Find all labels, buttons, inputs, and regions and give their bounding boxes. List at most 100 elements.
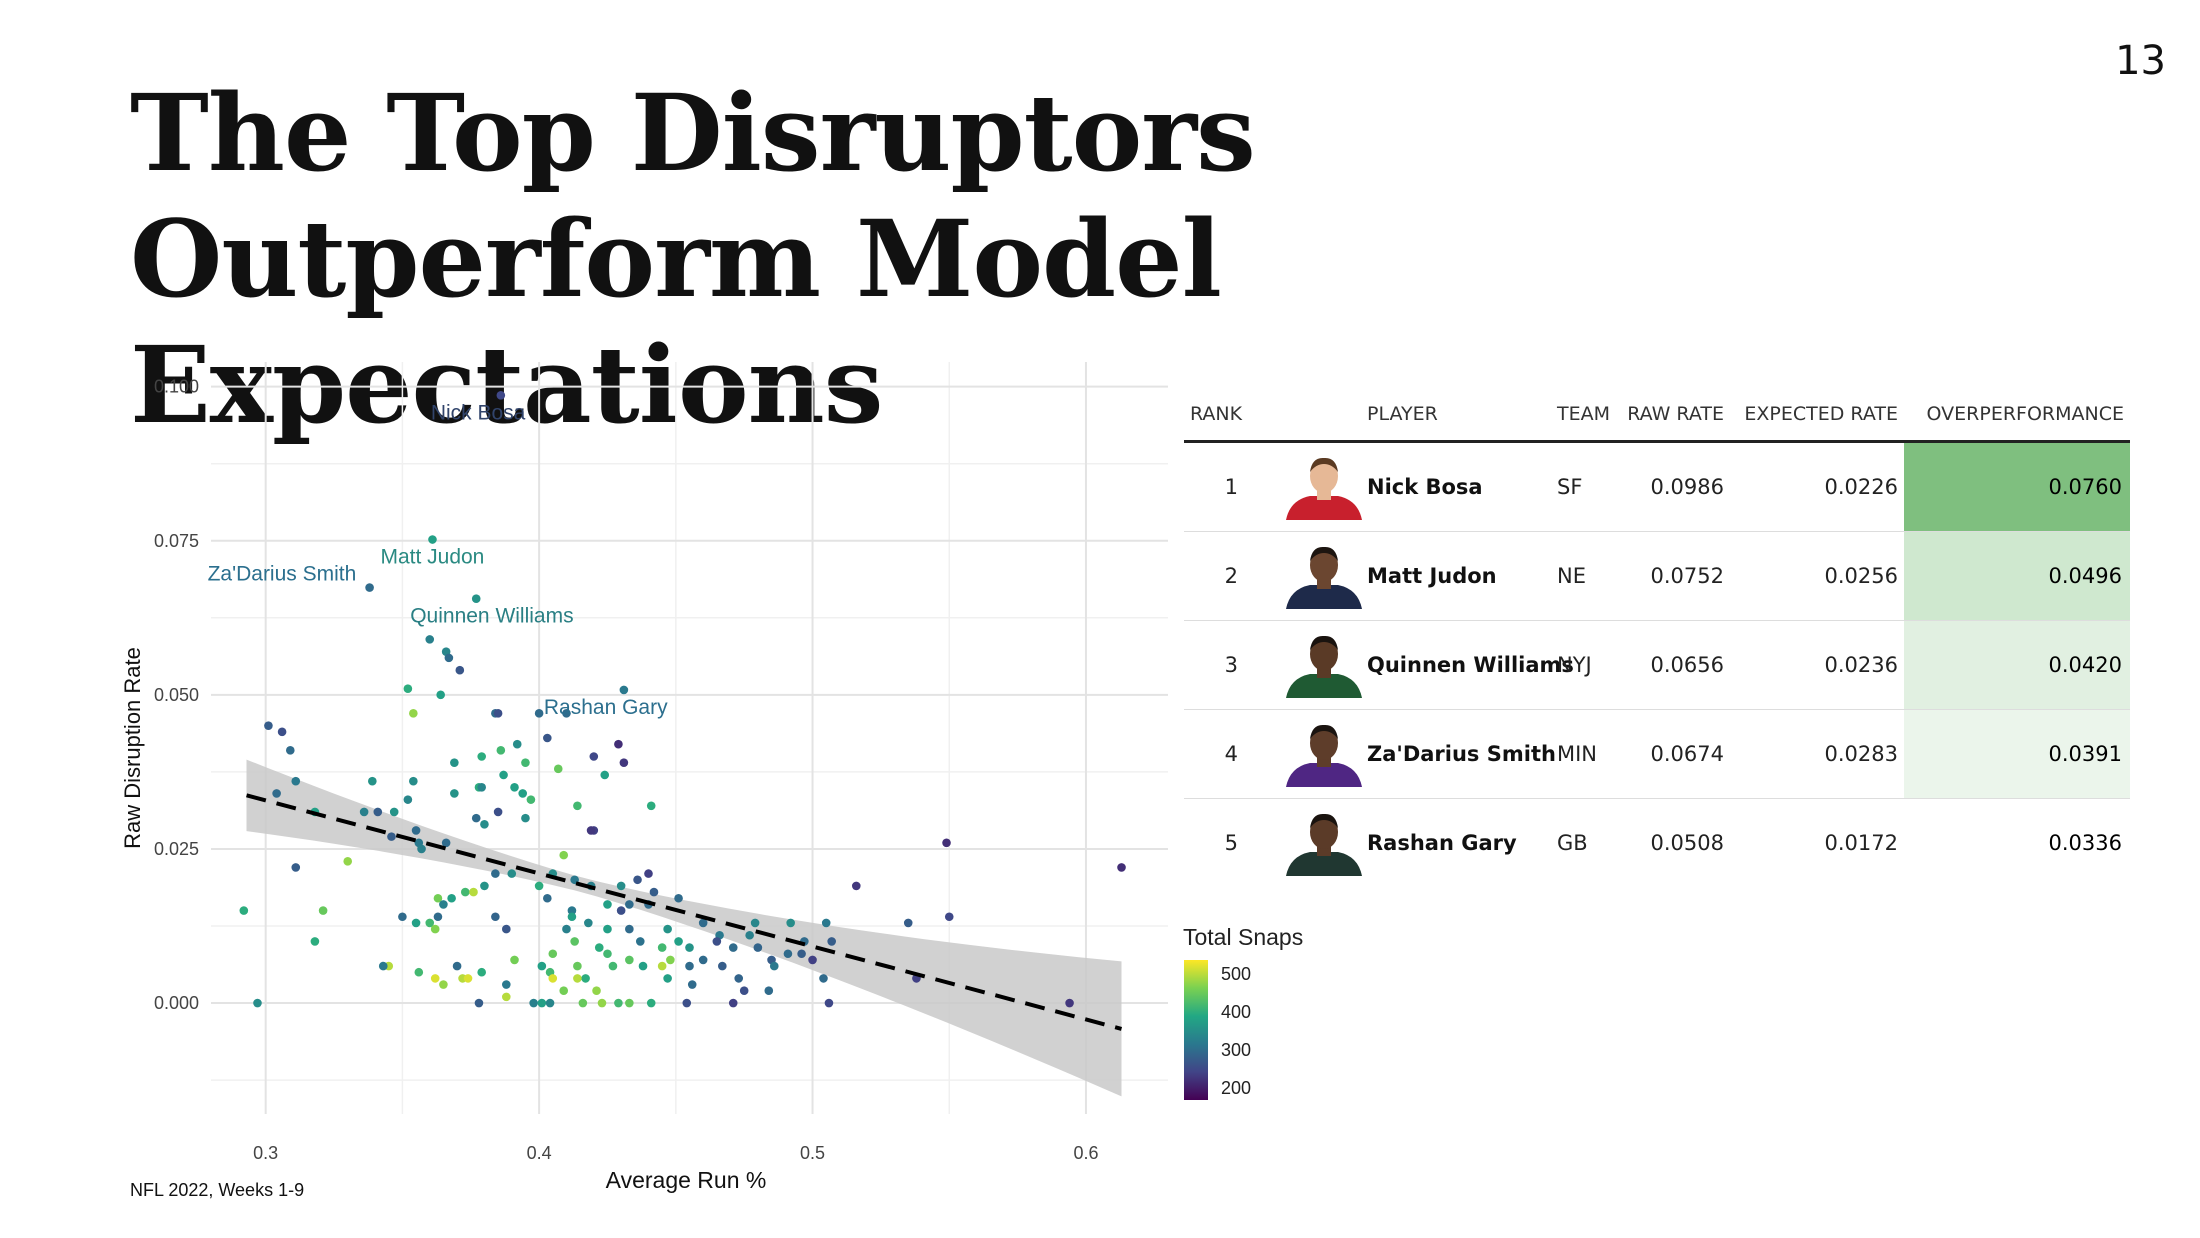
data-point xyxy=(619,758,629,767)
data-point xyxy=(441,838,451,848)
y-tick-label: 0.025 xyxy=(154,839,199,859)
data-point xyxy=(425,918,435,928)
data-point xyxy=(480,819,489,829)
data-point xyxy=(477,783,486,792)
data-point xyxy=(718,961,727,971)
data-point xyxy=(368,776,377,786)
col-overperformance: OVERPERFORMANCE xyxy=(1904,388,2130,443)
player-name: Nick Bosa xyxy=(1361,441,1551,532)
data-point xyxy=(409,776,418,786)
col-rank: RANK xyxy=(1184,388,1264,443)
data-point xyxy=(510,955,519,965)
data-point xyxy=(581,974,590,983)
col-player: PLAYER xyxy=(1361,388,1551,443)
y-tick-label: 0.075 xyxy=(154,531,199,551)
data-point xyxy=(510,783,519,792)
data-point xyxy=(389,807,399,817)
data-point xyxy=(343,856,353,866)
legend-label: 200 xyxy=(1221,1077,1252,1098)
data-point xyxy=(682,998,692,1008)
data-point xyxy=(567,912,577,922)
player-name: Za'Darius Smith xyxy=(1361,709,1556,799)
data-point xyxy=(1117,863,1126,872)
data-point xyxy=(439,900,448,909)
data-point xyxy=(521,758,530,767)
rank-cell: 5 xyxy=(1224,831,1238,855)
headshot-cell xyxy=(1264,441,1362,532)
data-point xyxy=(625,924,634,934)
data-point xyxy=(573,961,582,971)
trend-line xyxy=(246,793,1123,1031)
data-point xyxy=(447,893,456,903)
data-point xyxy=(783,949,793,959)
data-point xyxy=(543,893,552,903)
legend-label: 400 xyxy=(1221,1001,1252,1022)
data-point xyxy=(663,974,672,983)
data-point xyxy=(318,906,328,915)
data-point xyxy=(502,924,511,934)
data-point xyxy=(619,685,629,695)
x-tick-label: 0.4 xyxy=(527,1143,552,1163)
data-point xyxy=(452,961,462,971)
data-point xyxy=(537,961,547,971)
data-point xyxy=(635,937,645,946)
data-point xyxy=(521,813,530,823)
data-point xyxy=(674,937,683,946)
table-row: 1 Nick Bosa SF 0.0986 0.0226 0.0760 xyxy=(1184,441,2130,532)
team-cell: NYJ xyxy=(1551,620,1621,710)
data-point xyxy=(450,789,459,798)
col-expected-rate: EXPECTED RATE xyxy=(1730,388,1904,443)
data-point xyxy=(625,955,634,965)
expected-rate-cell: 0.0236 xyxy=(1730,620,1904,710)
data-point xyxy=(526,795,536,804)
data-point xyxy=(797,949,806,959)
player-name: Quinnen Williams xyxy=(1361,620,1574,710)
data-point xyxy=(1065,998,1074,1008)
data-point xyxy=(291,863,301,872)
player-headshot-icon xyxy=(1286,813,1362,876)
data-point xyxy=(471,813,481,823)
raw-rate-cell: 0.0986 xyxy=(1621,441,1730,532)
data-point xyxy=(570,937,579,946)
data-point xyxy=(469,887,478,897)
data-point xyxy=(827,937,836,946)
data-point xyxy=(589,752,599,761)
table-header-row: RANK PLAYER TEAM RAW RATE EXPECTED RATE … xyxy=(1184,388,2130,443)
player-headshot-icon xyxy=(1286,546,1362,609)
data-point xyxy=(499,770,508,780)
x-tick-label: 0.6 xyxy=(1073,1143,1098,1163)
data-point xyxy=(739,986,749,996)
team-cell: NE xyxy=(1551,531,1621,621)
data-point xyxy=(534,709,544,718)
expected-rate-cell: 0.0226 xyxy=(1730,441,1904,532)
data-point xyxy=(411,826,421,835)
data-point xyxy=(750,918,760,928)
data-point xyxy=(644,869,653,878)
rank-cell: 1 xyxy=(1184,441,1264,532)
data-point xyxy=(586,826,596,835)
data-point xyxy=(272,789,281,798)
headshot-cell xyxy=(1264,799,1362,888)
data-point xyxy=(573,801,582,811)
y-tick-label: 0.050 xyxy=(154,685,199,705)
data-point xyxy=(597,998,607,1008)
overperformance-cell: 0.0760 xyxy=(1904,441,2130,532)
team-cell: MIN xyxy=(1551,709,1621,799)
data-point xyxy=(373,807,383,817)
data-point xyxy=(387,832,396,841)
data-point xyxy=(493,807,503,817)
data-point xyxy=(277,727,287,737)
data-point xyxy=(625,900,634,909)
data-point xyxy=(545,998,555,1008)
data-point xyxy=(646,998,656,1008)
data-point xyxy=(444,653,454,663)
table-row: 3 Quinnen Williams NYJ 0.0656 0.0236 0.0420 xyxy=(1184,620,2130,710)
annotations: Nick Bosa Matt Judon Quinnen Williams Za'Da… xyxy=(208,401,669,719)
data-point xyxy=(474,998,484,1008)
data-point xyxy=(851,881,861,891)
data-point xyxy=(480,881,489,891)
scatter-plot: Nick Bosa Matt Judon Quinnen Williams Za'Da… xyxy=(120,362,1168,1193)
player-headshot-icon xyxy=(1286,457,1362,520)
data-point xyxy=(433,912,443,922)
data-point xyxy=(600,770,610,780)
